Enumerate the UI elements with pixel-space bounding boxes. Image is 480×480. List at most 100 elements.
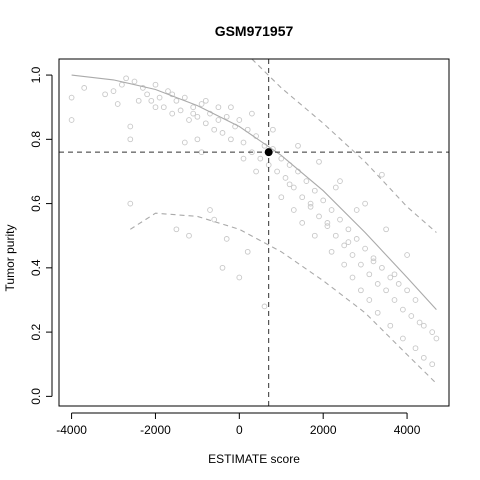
chart-title: GSM971957	[215, 23, 294, 39]
reference-point	[202, 97, 209, 104]
reference-point	[370, 255, 377, 262]
reference-point	[190, 110, 197, 117]
reference-point	[110, 88, 117, 94]
reference-point	[173, 226, 180, 233]
reference-point	[207, 207, 213, 213]
reference-point	[400, 306, 406, 313]
reference-point	[433, 335, 440, 342]
reference-point	[400, 335, 406, 342]
reference-point	[219, 130, 226, 136]
reference-point	[165, 88, 171, 94]
reference-point	[299, 220, 306, 226]
reference-point	[152, 104, 159, 111]
reference-point	[290, 207, 297, 213]
reference-point	[169, 91, 176, 98]
plot-area	[58, 58, 450, 407]
reference-point	[223, 236, 230, 242]
reference-point	[387, 322, 394, 329]
x-axis: -4000 -2000 0 2000 4000	[56, 412, 421, 437]
reference-point	[181, 139, 188, 146]
x-tick-label: 0	[236, 423, 243, 437]
reference-point	[228, 104, 234, 111]
y-tick-label: 0.8	[29, 131, 43, 148]
plot-frame	[58, 58, 450, 407]
reference-point	[148, 97, 155, 104]
reference-point	[391, 297, 398, 303]
reference-point	[307, 203, 314, 210]
reference-point	[341, 261, 348, 268]
reference-point	[114, 101, 121, 107]
reference-point	[353, 207, 360, 213]
reference-point	[223, 113, 230, 120]
reference-point	[307, 200, 314, 207]
reference-point	[420, 322, 427, 329]
reference-point	[379, 264, 385, 271]
reference-point	[345, 226, 352, 233]
lower-interval-curve	[130, 212, 437, 384]
y-tick-label: 0.6	[29, 195, 43, 212]
reference-point	[286, 181, 293, 188]
reference-point	[270, 126, 276, 133]
reference-point	[358, 287, 364, 294]
reference-point	[324, 220, 331, 226]
y-axis: 0.0 0.2 0.4 0.6 0.8 1.0	[29, 66, 53, 405]
reference-point	[278, 155, 285, 162]
reference-point	[349, 252, 356, 258]
reference-point	[416, 319, 423, 326]
reference-point	[429, 329, 436, 335]
reference-point	[244, 248, 251, 255]
reference-point	[278, 194, 285, 201]
y-tick-label: 0.4	[29, 259, 43, 276]
reference-point	[316, 158, 322, 165]
reference-point	[240, 139, 247, 146]
y-tick-label: 1.0	[29, 66, 43, 83]
reference-point	[412, 297, 419, 303]
reference-point	[332, 184, 339, 191]
reference-point	[374, 309, 381, 316]
reference-point	[257, 155, 264, 162]
reference-point	[127, 200, 134, 207]
x-tick-label: -4000	[56, 423, 87, 437]
reference-point	[383, 226, 389, 233]
reference-point	[202, 120, 209, 127]
reference-point	[370, 258, 377, 265]
reference-point	[282, 175, 289, 181]
reference-point	[332, 232, 339, 239]
reference-point	[190, 104, 197, 111]
reference-point	[374, 281, 381, 287]
reference-point	[412, 345, 419, 352]
reference-point	[215, 104, 222, 111]
reference-point	[311, 187, 318, 194]
reference-point	[328, 207, 335, 213]
reference-point	[383, 287, 389, 294]
reference-point	[316, 213, 322, 220]
reference-point	[362, 200, 368, 207]
reference-point	[119, 81, 125, 88]
reference-point	[299, 194, 306, 201]
reference-point	[123, 75, 129, 82]
reference-point	[337, 178, 343, 184]
reference-point	[358, 261, 364, 268]
reference-point	[240, 155, 247, 162]
reference-point	[81, 85, 88, 91]
reference-point	[135, 97, 142, 104]
reference-point	[391, 271, 398, 278]
reference-point	[236, 117, 243, 123]
reference-point	[345, 239, 352, 245]
reference-point	[127, 123, 134, 130]
reference-point	[320, 197, 327, 204]
reference-point	[408, 313, 415, 319]
reference-point	[324, 223, 331, 229]
reference-point	[127, 136, 134, 143]
reference-point	[353, 236, 360, 242]
reference-point	[341, 242, 348, 249]
reference-point	[404, 287, 410, 294]
reference-point	[274, 168, 280, 175]
y-axis-label: Tumor purity	[3, 225, 17, 292]
x-tick-label: -2000	[140, 423, 171, 437]
y-tick-label: 0.2	[29, 323, 43, 340]
x-axis-label: ESTIMATE score	[208, 452, 300, 466]
x-tick-label: 2000	[310, 423, 337, 437]
reference-point	[219, 264, 226, 271]
reference-point	[366, 271, 373, 278]
